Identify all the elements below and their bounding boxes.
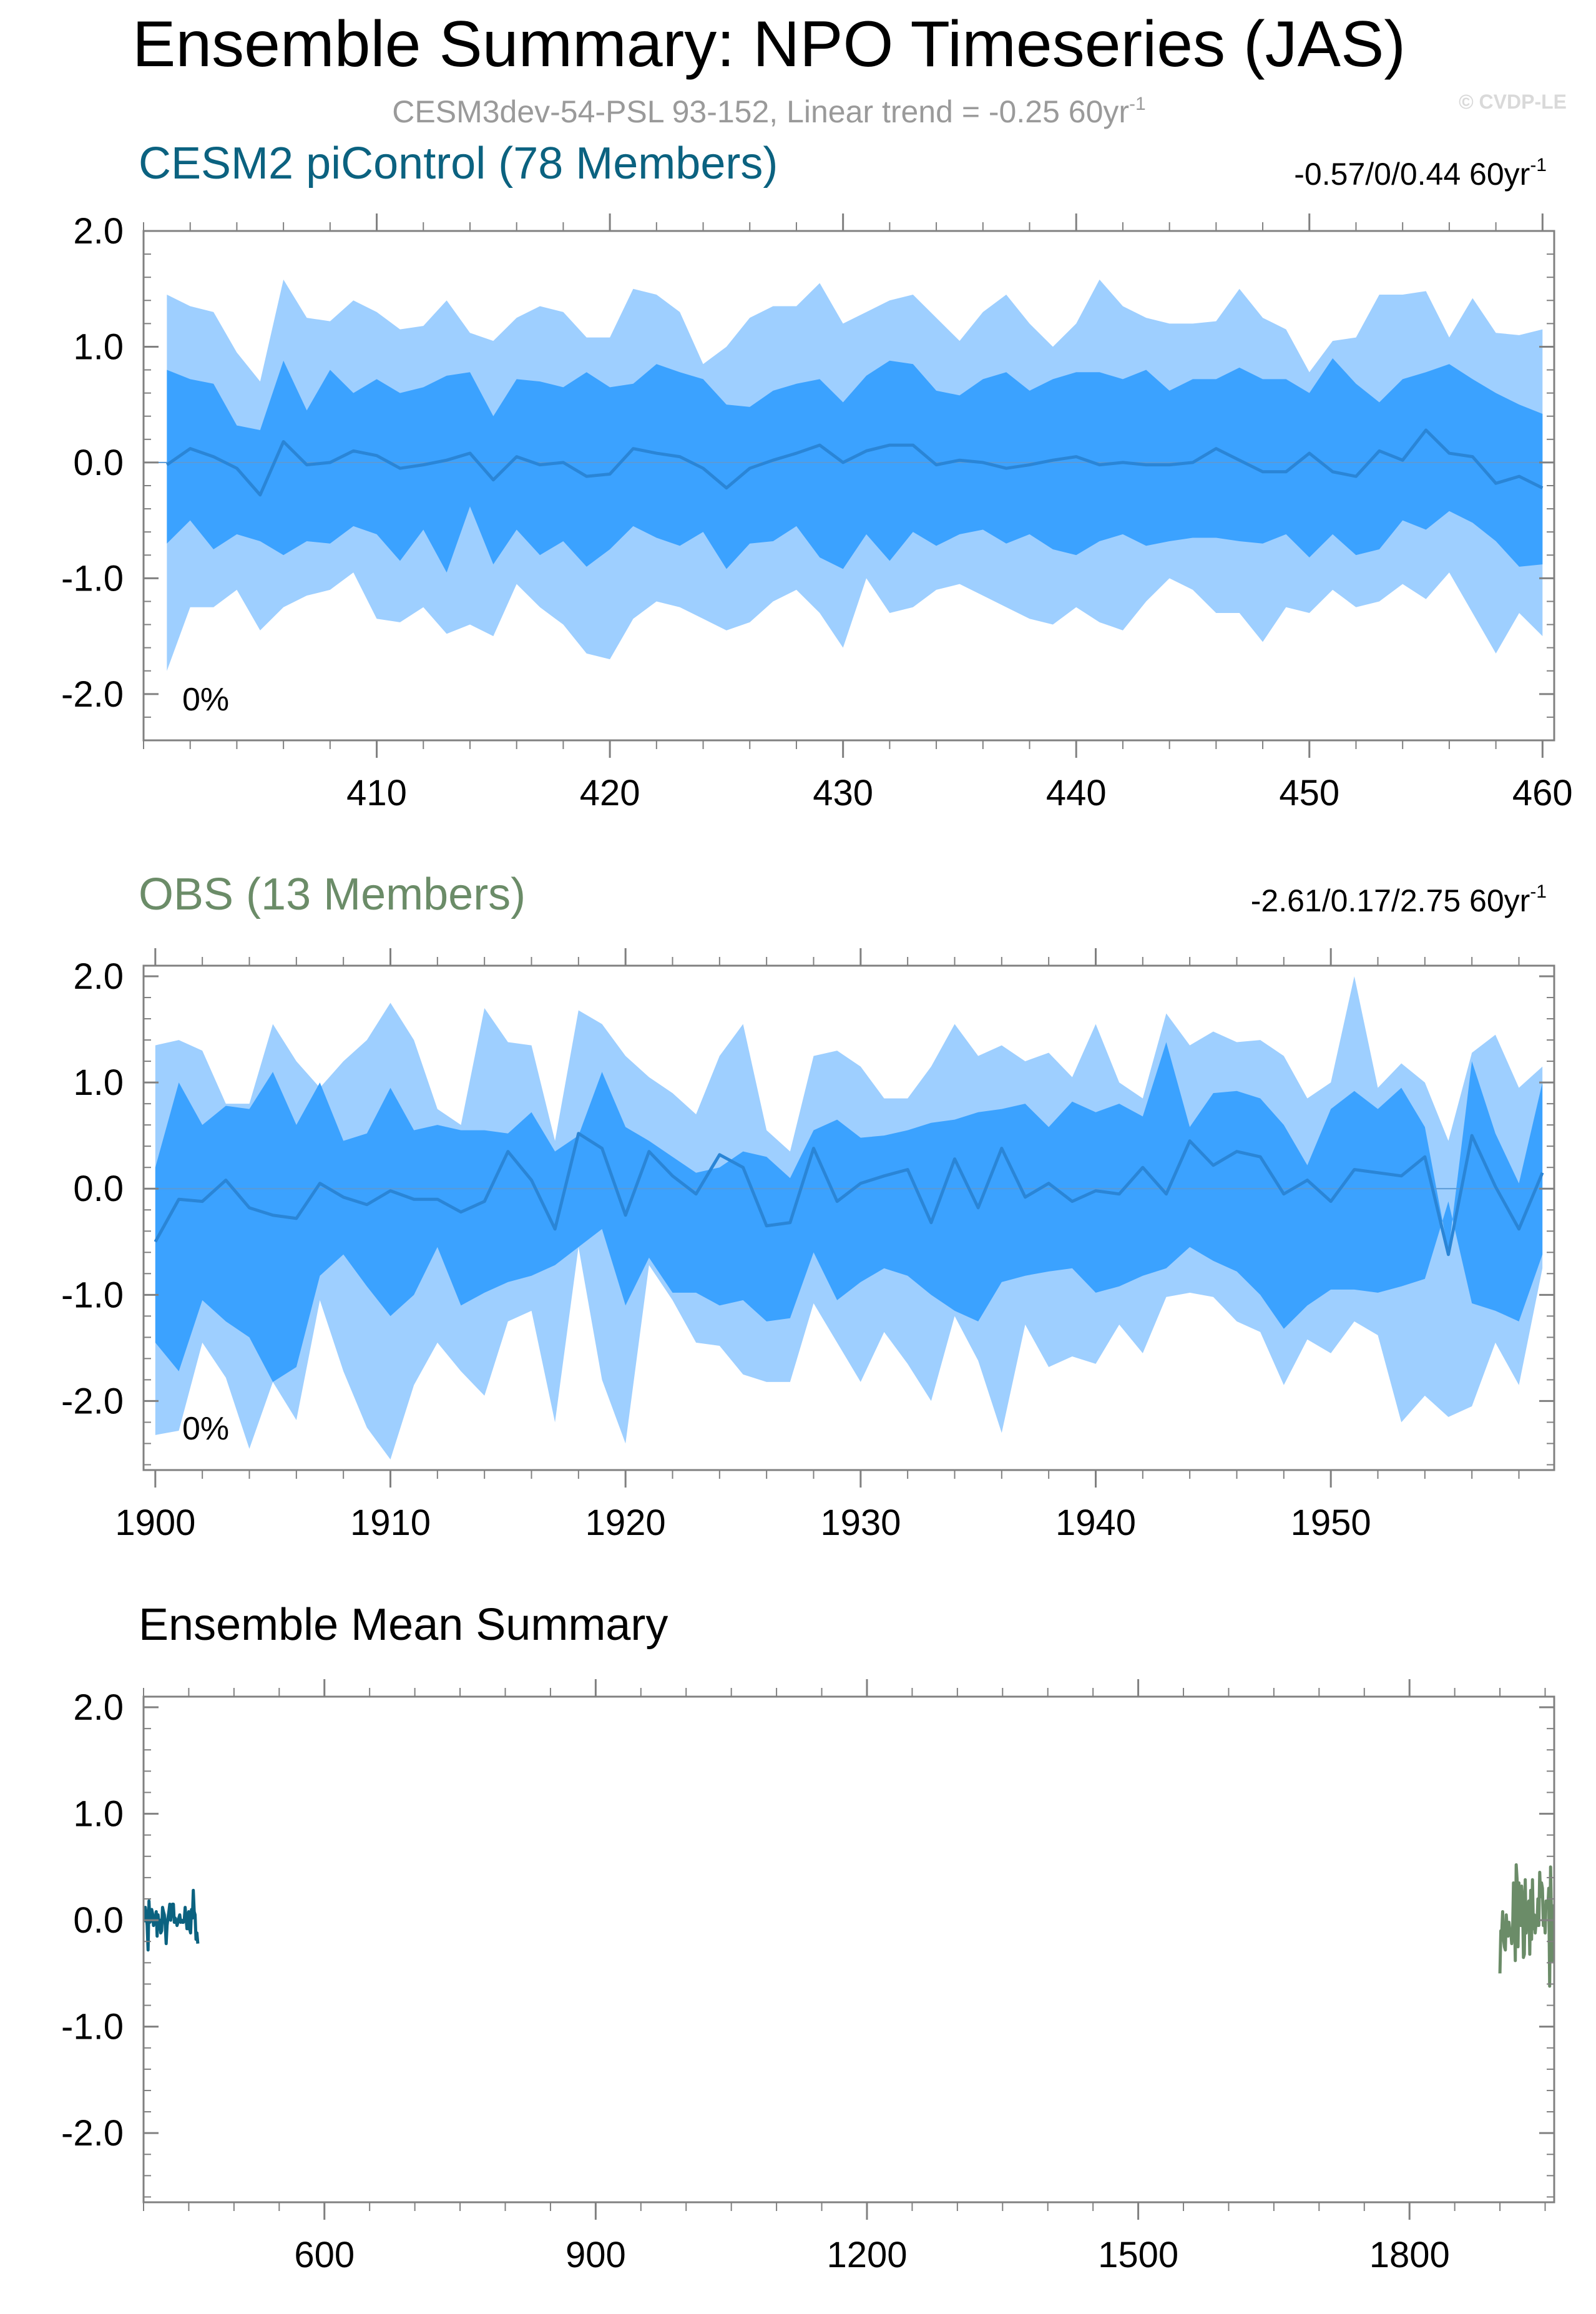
obs-ytick-label: 0.0 xyxy=(73,1169,124,1209)
obs-panel-title: OBS (13 Members) xyxy=(139,870,526,919)
cesm-panel-title: CESM2 piControl (78 Members) xyxy=(139,139,778,189)
cesm-inner-range-band xyxy=(167,358,1543,573)
summary-obs-mean-line xyxy=(1498,1863,1555,1988)
cesm-percent-label: 0% xyxy=(182,682,229,718)
cesm-xtick-label: 410 xyxy=(346,773,407,813)
summary-xtick-label: 900 xyxy=(565,2235,626,2275)
cesm-plot-area: 2.0 1.0 0.0 -1.0 -2.0 410 420 430 440 450 460 xyxy=(61,211,1573,813)
summary-ytick-label: -1.0 xyxy=(61,2007,124,2047)
obs-ensemble-mean-line xyxy=(154,1132,1544,1257)
cesm-ytick-label: 1.0 xyxy=(73,326,124,367)
cesm-xtick-label: 450 xyxy=(1279,773,1339,813)
summary-xtick-label: 1800 xyxy=(1369,2235,1450,2275)
subtitle-exponent: -1 xyxy=(1129,94,1146,114)
summary-xtick-label: 600 xyxy=(294,2235,355,2275)
figure-title: Ensemble Summary: NPO Timeseries (JAS) xyxy=(132,8,1406,81)
summary-ytick-label: 0.0 xyxy=(73,1900,124,1941)
obs-percent-label: 0% xyxy=(182,1411,229,1447)
cesm-trend-text: -0.57/0/0.44 60yr xyxy=(1294,157,1530,192)
cesm-xtick-label: 430 xyxy=(813,773,873,813)
obs-panel: OBS (13 Members) -2.61/0.17/2.75 60yr-1 … xyxy=(61,870,1555,1543)
subtitle-text: CESM3dev-54-PSL 93-152, Linear trend = -… xyxy=(392,94,1129,129)
figure-subtitle: CESM3dev-54-PSL 93-152, Linear trend = -… xyxy=(392,94,1145,129)
cesm-ytick-label: 2.0 xyxy=(73,211,124,252)
summary-ytick-label: -2.0 xyxy=(61,2113,124,2154)
summary-ytick-label: 1.0 xyxy=(73,1794,124,1835)
obs-plot-area: 2.0 1.0 0.0 -1.0 -2.0 1900 1910 1920 1930 1940 195… xyxy=(61,948,1555,1543)
copyright-label: © CVDP-LE xyxy=(1459,91,1567,113)
obs-xtick-label: 1930 xyxy=(820,1503,901,1543)
obs-trend-text: -2.61/0.17/2.75 60yr xyxy=(1251,883,1530,918)
obs-ytick-label: -2.0 xyxy=(61,1381,124,1421)
summary-plot-frame xyxy=(142,1695,1555,2204)
cesm-panel: CESM2 piControl (78 Members) -0.57/0/0.4… xyxy=(61,139,1573,813)
cesm-ytick-label: 0.0 xyxy=(73,443,124,483)
summary-xtick-label: 1200 xyxy=(826,2235,907,2275)
cesm-trend-label: -0.57/0/0.44 60yr-1 xyxy=(1294,155,1547,192)
cesm-xtick-label: 420 xyxy=(580,773,640,813)
obs-plot-frame xyxy=(142,964,1555,1471)
summary-ytick-label: 2.0 xyxy=(73,1687,124,1728)
cesm-ytick-label: -2.0 xyxy=(61,674,124,715)
obs-ytick-label: 2.0 xyxy=(73,956,124,997)
obs-trend-exponent: -1 xyxy=(1530,881,1547,902)
cesm-ensemble-mean-line xyxy=(165,428,1544,497)
summary-plot-background xyxy=(144,1697,1554,2202)
summary-panel-title: Ensemble Mean Summary xyxy=(139,1600,668,1650)
summary-plot-area: 2.0 1.0 0.0 -1.0 -2.0 600 900 1200 1500 1800 xyxy=(61,1679,1555,2275)
obs-xtick-label: 1910 xyxy=(350,1503,431,1543)
obs-inner-range-band xyxy=(155,1042,1543,1382)
obs-trend-label: -2.61/0.17/2.75 60yr-1 xyxy=(1251,881,1547,918)
cesm-ytick-label: -1.0 xyxy=(61,558,124,599)
obs-ytick-label: -1.0 xyxy=(61,1275,124,1315)
summary-panel: Ensemble Mean Summary 2.0 1.0 0.0 -1.0 -2.0 6… xyxy=(61,1600,1555,2275)
obs-ytick-label: 1.0 xyxy=(73,1062,124,1103)
cesm-xtick-label: 460 xyxy=(1512,773,1573,813)
obs-xtick-label: 1920 xyxy=(585,1503,666,1543)
obs-xtick-label: 1950 xyxy=(1291,1503,1371,1543)
summary-cesm-mean-line xyxy=(142,1888,200,1952)
summary-xtick-label: 1500 xyxy=(1098,2235,1178,2275)
cesm-trend-exponent: -1 xyxy=(1530,155,1547,175)
obs-xtick-label: 1940 xyxy=(1055,1503,1136,1543)
obs-xtick-label: 1900 xyxy=(115,1503,195,1543)
cesm-xtick-label: 440 xyxy=(1046,773,1107,813)
